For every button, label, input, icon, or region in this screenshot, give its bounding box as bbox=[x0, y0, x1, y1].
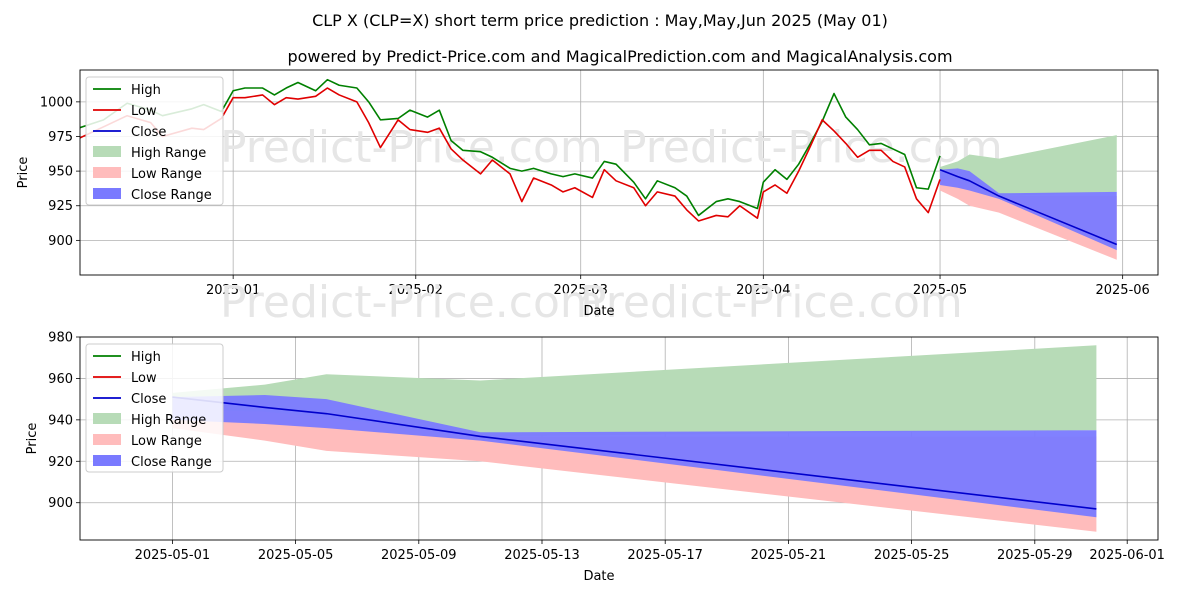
x-tick-label: 2025-04 bbox=[736, 283, 790, 298]
legend-label: Close Range bbox=[131, 455, 212, 470]
x-axis-label: Date bbox=[583, 569, 614, 584]
legend-swatch bbox=[93, 188, 121, 199]
close-series-line bbox=[939, 168, 1118, 246]
legend-swatch bbox=[93, 146, 121, 157]
legend-swatch bbox=[93, 455, 121, 466]
x-tick-label: 2025-05-17 bbox=[627, 548, 703, 563]
legend-label: Close bbox=[131, 125, 166, 140]
legend-label: Low Range bbox=[131, 434, 202, 449]
x-tick-label: 2025-05-29 bbox=[997, 548, 1073, 563]
legend: High Low Close High Range Low Range Close Ran… bbox=[85, 343, 224, 473]
high-range-band bbox=[172, 345, 1097, 437]
y-tick-label: 960 bbox=[48, 372, 73, 387]
legend-swatch bbox=[93, 413, 121, 424]
x-tick-label: 2025-05-01 bbox=[135, 548, 211, 563]
y-tick-label: 1000 bbox=[40, 95, 73, 110]
x-tick-label: 2025-05 bbox=[913, 283, 967, 298]
legend-swatch bbox=[93, 167, 121, 178]
axes-frame bbox=[79, 69, 1159, 276]
x-tick-label: 2025-06 bbox=[1095, 283, 1149, 298]
legend-label: Low Range bbox=[131, 167, 202, 182]
y-tick-label: 920 bbox=[48, 455, 73, 470]
chart-subtitle: powered by Predict-Price.com and Magical… bbox=[287, 47, 952, 66]
x-tick-label: 2025-06-01 bbox=[1089, 548, 1165, 563]
high-range-band bbox=[940, 135, 1117, 197]
legend-label: High bbox=[131, 350, 161, 365]
legend-label: High Range bbox=[131, 413, 206, 428]
x-tick-label: 2025-02 bbox=[389, 283, 443, 298]
legend: High Low Close High Range Low Range Close Ran… bbox=[85, 76, 224, 206]
x-tick-label: 2025-03 bbox=[554, 283, 608, 298]
legend-label: Close bbox=[131, 392, 166, 407]
bottom-chart-panel: 2025-05-01 2025-05-05 2025-05-09 2025-05-13… bbox=[25, 331, 1165, 585]
y-axis-label: Price bbox=[25, 423, 40, 455]
x-tick-label: 2025-05-09 bbox=[381, 548, 457, 563]
y-tick-label: 900 bbox=[48, 496, 73, 511]
watermark: Predict-Price.com bbox=[620, 122, 1003, 173]
legend-label: High Range bbox=[131, 146, 206, 161]
legend-label: Low bbox=[131, 371, 157, 386]
x-tick-label: 2025-05-13 bbox=[504, 548, 580, 563]
watermark: Predict-Price.com bbox=[580, 277, 963, 328]
legend-swatch bbox=[93, 434, 121, 445]
y-tick-label: 925 bbox=[48, 199, 73, 214]
watermark: Predict-Price.com bbox=[220, 277, 603, 328]
y-tick-label: 900 bbox=[48, 234, 73, 249]
legend-label: Close Range bbox=[131, 188, 212, 203]
x-tick-label: 2025-05-21 bbox=[751, 548, 827, 563]
x-axis-label: Date bbox=[583, 304, 614, 319]
plot-area bbox=[80, 78, 1118, 260]
close-series-line bbox=[172, 396, 1097, 510]
x-tick-label: 2025-05-05 bbox=[258, 548, 334, 563]
y-tick-label: 940 bbox=[48, 413, 73, 428]
axes-frame bbox=[79, 336, 1159, 541]
x-tick-label: 2025-05-25 bbox=[874, 548, 950, 563]
legend-label: High bbox=[131, 83, 161, 98]
x-tick-label: 2025-01 bbox=[206, 283, 260, 298]
y-tick-label: 975 bbox=[48, 130, 73, 145]
chart-title: CLP X (CLP=X) short term price predictio… bbox=[312, 11, 888, 30]
plot-area bbox=[172, 345, 1097, 532]
y-tick-label: 980 bbox=[48, 331, 73, 346]
y-axis-label: Price bbox=[16, 157, 31, 189]
top-chart-panel: 2025-01 2025-02 2025-03 2025-04 2025-05 2025-… bbox=[16, 69, 1159, 328]
legend-label: Low bbox=[131, 104, 157, 119]
low-series-line bbox=[80, 87, 941, 222]
y-tick-label: 950 bbox=[48, 165, 73, 180]
